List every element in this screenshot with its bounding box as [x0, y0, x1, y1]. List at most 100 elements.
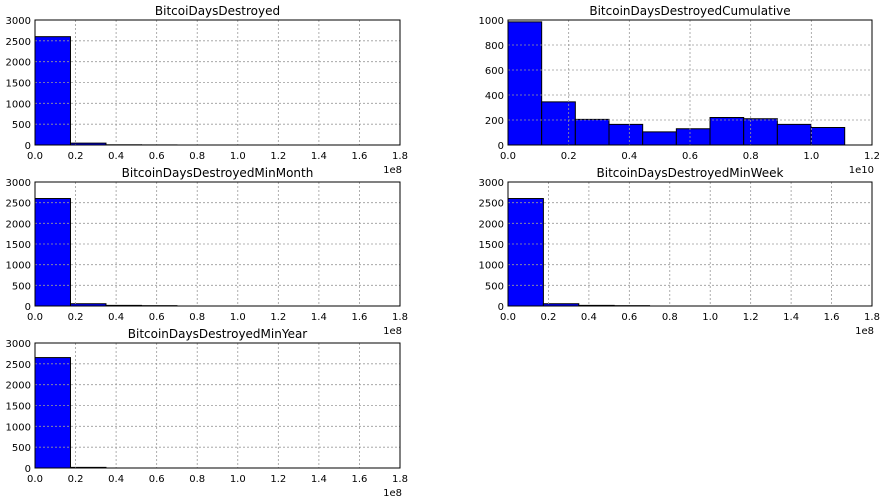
x-tick-label: 0.0 — [27, 312, 43, 323]
x-tick-label: 0.6 — [682, 151, 698, 162]
histogram-bar — [541, 101, 576, 146]
x-tick-label: 0.8 — [189, 474, 205, 485]
y-tick-label: 200 — [485, 116, 504, 127]
x-tick-label: 1.8 — [392, 151, 408, 162]
histogram-bar — [743, 118, 778, 146]
y-tick-label: 1000 — [479, 16, 504, 27]
histogram-panel: 0.0 0.2 0.4 0.6 0.8 1.0 1.2 1.4 1.6 1.8 0 500 1000 15… — [6, 4, 408, 176]
x-tick-label: 1.4 — [311, 312, 327, 323]
histogram-bar — [642, 131, 677, 146]
x-tick-label: 0.8 — [662, 312, 678, 323]
y-tick-label: 2500 — [6, 37, 31, 48]
y-tick-label: 1500 — [6, 240, 31, 251]
chart-title: BitcoinDaysDestroyedCumulative — [589, 4, 790, 18]
histogram-bar — [34, 36, 71, 146]
histogram-bar — [709, 117, 745, 146]
x-tick-label: 0.6 — [149, 151, 165, 162]
y-tick-label: 2000 — [479, 219, 504, 230]
histogram-panel: 0.0 0.2 0.4 0.6 0.8 1.0 1.2 0 200 400 600 800 1000 Bi… — [479, 4, 880, 176]
histogram-bar — [34, 357, 71, 469]
x-tick-label: 1.6 — [351, 312, 367, 323]
histogram-bar — [34, 198, 71, 307]
x-tick-label: 1.8 — [392, 474, 408, 485]
x-tick-label: 0.4 — [581, 312, 597, 323]
y-tick-label: 3000 — [479, 178, 504, 189]
x-tick-label: 0.0 — [27, 474, 43, 485]
y-tick-label: 500 — [12, 281, 31, 292]
histogram-bar — [810, 127, 846, 146]
x-tick-label: 0.8 — [743, 151, 759, 162]
x-tick-label: 1.2 — [270, 151, 286, 162]
x-tick-label: 0.0 — [27, 151, 43, 162]
y-tick-label: 400 — [485, 91, 504, 102]
y-tick-label: 0 — [498, 141, 504, 152]
y-tick-label: 0 — [498, 302, 504, 313]
y-tick-label: 3000 — [6, 339, 31, 350]
x-tick-label: 1.6 — [351, 151, 367, 162]
y-tick-label: 2000 — [6, 219, 31, 230]
x-tick-label: 0.2 — [540, 312, 556, 323]
axes-frame — [507, 19, 873, 146]
x-tick-label: 0.2 — [68, 312, 84, 323]
y-tick-label: 500 — [485, 281, 504, 292]
x-tick-label: 0.4 — [621, 151, 637, 162]
y-tick-label: 1000 — [6, 261, 31, 272]
x-tick-label: 0.2 — [68, 151, 84, 162]
x-tick-label: 0.6 — [149, 474, 165, 485]
y-tick-label: 1500 — [6, 402, 31, 413]
x-offset-label: 1e8 — [855, 326, 874, 337]
x-tick-label: 0.4 — [108, 312, 124, 323]
axes-frame — [34, 181, 401, 307]
histogram-bar — [574, 118, 610, 146]
y-tick-label: 1000 — [6, 99, 31, 110]
x-tick-label: 1.2 — [270, 474, 286, 485]
y-tick-label: 2000 — [6, 381, 31, 392]
x-offset-label: 1e8 — [383, 326, 402, 337]
x-tick-label: 0.8 — [189, 151, 205, 162]
x-tick-label: 1.4 — [783, 312, 799, 323]
x-tick-label: 1.2 — [270, 312, 286, 323]
y-tick-label: 2000 — [6, 58, 31, 69]
y-tick-label: 1000 — [6, 422, 31, 433]
chart-title: BitcoinDaysDestroyedMinWeek — [597, 166, 784, 180]
histogram-bar — [608, 123, 644, 146]
x-offset-label: 1e10 — [849, 165, 874, 176]
x-tick-label: 1.4 — [311, 474, 327, 485]
x-tick-label: 1.6 — [824, 312, 840, 323]
y-tick-label: 3000 — [6, 178, 31, 189]
chart-title: BitcoinDaysDestroyedMinMonth — [122, 166, 314, 180]
y-tick-label: 600 — [485, 66, 504, 77]
y-tick-label: 1000 — [479, 261, 504, 272]
y-tick-label: 0 — [25, 141, 31, 152]
axes-frame — [507, 181, 873, 307]
x-offset-label: 1e8 — [383, 165, 402, 176]
x-tick-label: 0.4 — [108, 151, 124, 162]
y-tick-label: 3000 — [6, 16, 31, 27]
x-tick-label: 1.0 — [230, 151, 246, 162]
x-tick-label: 1.2 — [743, 312, 759, 323]
y-tick-label: 0 — [25, 464, 31, 475]
x-tick-label: 0.8 — [189, 312, 205, 323]
x-tick-label: 0.2 — [68, 474, 84, 485]
x-tick-label: 1.0 — [230, 474, 246, 485]
x-tick-label: 0.0 — [500, 151, 516, 162]
x-offset-label: 1e8 — [383, 488, 402, 499]
y-tick-label: 500 — [12, 443, 31, 454]
histogram-bar — [675, 128, 711, 146]
axes-frame — [34, 342, 401, 469]
x-tick-label: 0.2 — [561, 151, 577, 162]
x-tick-label: 1.4 — [311, 151, 327, 162]
x-tick-label: 1.2 — [864, 151, 880, 162]
x-tick-label: 0.6 — [621, 312, 637, 323]
x-tick-label: 0.4 — [108, 474, 124, 485]
y-tick-label: 2500 — [6, 360, 31, 371]
chart-title: BitcoiDaysDestroyed — [155, 4, 280, 18]
y-tick-label: 500 — [12, 120, 31, 131]
y-tick-label: 1500 — [479, 240, 504, 251]
axes-frame — [34, 19, 401, 146]
histogram-panel: 0.0 0.2 0.4 0.6 0.8 1.0 1.2 1.4 1.6 1.8 0 500 1000 15… — [6, 327, 408, 499]
x-tick-label: 0.0 — [500, 312, 516, 323]
histogram-panel: 0.0 0.2 0.4 0.6 0.8 1.0 1.2 1.4 1.6 1.8 0 500 1000 15… — [479, 166, 880, 337]
x-tick-label: 1.0 — [702, 312, 718, 323]
